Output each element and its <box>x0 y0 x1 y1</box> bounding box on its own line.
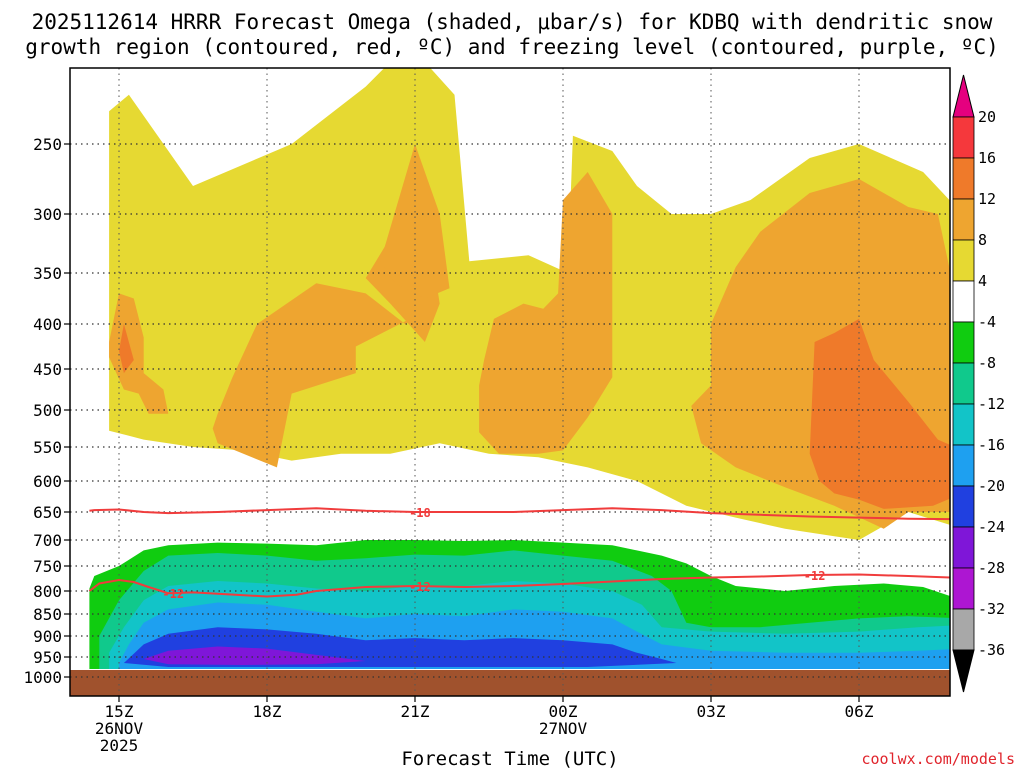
colorbar-swatch <box>952 280 975 323</box>
grid <box>70 68 950 696</box>
y-tick-label: 850 <box>33 605 62 624</box>
plot-area: -18 -12 -12 -12 <box>69 67 951 697</box>
omega-region-8-2 <box>212 144 440 468</box>
omega-shading <box>89 68 950 669</box>
colorbar-label: -24 <box>978 518 1005 536</box>
x-tick-label: 2025 <box>100 736 139 755</box>
colorbar-swatch <box>952 444 975 487</box>
colorbar-bottom-arrow <box>952 649 975 693</box>
colorbar-label: -28 <box>978 559 1005 577</box>
colorbar-swatch <box>952 239 975 282</box>
omega-region-8-1 <box>109 293 169 414</box>
x-tick-label: 03Z <box>697 702 726 721</box>
colorbar-label: -12 <box>978 395 1005 413</box>
contour-label: -18 <box>409 506 431 520</box>
y-tick-label: 300 <box>33 205 62 224</box>
colorbar-label: 4 <box>978 272 987 290</box>
omega-region-12-6 <box>119 324 134 374</box>
colorbar-swatch <box>952 567 975 610</box>
colorbar-label: -8 <box>978 354 996 372</box>
y-tick-label: 600 <box>33 472 62 491</box>
x-tick-label: 21Z <box>401 702 430 721</box>
omega-region-8-4 <box>479 172 613 454</box>
chart-title-line2: growth region (contoured, red, ºC) and f… <box>25 35 999 59</box>
x-tick-label: 27NOV <box>539 719 588 738</box>
colorbar-label: -4 <box>978 313 996 331</box>
omega-region-12-7 <box>809 318 950 509</box>
colorbar-label: -20 <box>978 477 1005 495</box>
colorbar-label: -36 <box>978 641 1005 659</box>
y-tick-label: 250 <box>33 135 62 154</box>
colorbar-label: 20 <box>978 108 996 126</box>
colorbar-label: 12 <box>978 190 996 208</box>
contour--18 <box>89 507 950 521</box>
y-tick-label: 700 <box>33 531 62 550</box>
y-tick-label: 800 <box>33 582 62 601</box>
colorbar-label: 16 <box>978 149 996 167</box>
contour--12 <box>88 573 950 598</box>
colorbar-swatch <box>952 608 975 651</box>
x-tick-label: 26NOV <box>95 719 144 738</box>
contour-lines: -18 -12 -12 -12 <box>88 506 950 601</box>
x-axis-label: Forecast Time (UTC) <box>401 748 618 768</box>
colorbar-top-arrow <box>952 74 975 118</box>
contour-label: -12 <box>409 580 431 594</box>
colorbar: 20 16 12 8 4 -4 -8 -12 -16 -20 -24 -28 -32 -36 <box>952 74 1005 693</box>
credit-text: coolwx.com/models <box>861 750 1015 768</box>
y-tick-label: 550 <box>33 438 62 457</box>
colorbar-label: 8 <box>978 231 987 249</box>
plot-frame <box>69 67 951 697</box>
y-tick-label: 900 <box>33 627 62 646</box>
omega-region--24-13 <box>143 646 366 665</box>
colorbar-swatch <box>952 403 975 446</box>
x-tick-label: 18Z <box>253 702 282 721</box>
y-tick-label: 950 <box>33 648 62 667</box>
colorbar-label: -32 <box>978 600 1005 618</box>
colorbar-swatch <box>952 321 975 364</box>
colorbar-swatch <box>952 362 975 405</box>
y-tick-label: 750 <box>33 557 62 576</box>
x-tick-label: 15Z <box>105 702 134 721</box>
y-tick-label: 350 <box>33 264 62 283</box>
colorbar-swatch <box>952 485 975 528</box>
colorbar-swatch <box>952 157 975 200</box>
omega-region-8-3 <box>380 144 450 299</box>
y-tick-label: 400 <box>33 315 62 334</box>
y-axis: 250 300 350 400 450 500 550 600 650 700 750 800 850 9… <box>23 135 70 687</box>
y-tick-label: 1000 <box>23 668 62 687</box>
colorbar-swatch <box>952 116 975 159</box>
y-tick-label: 450 <box>33 360 62 379</box>
y-tick-label: 500 <box>33 401 62 420</box>
y-tick-label: 650 <box>33 503 62 522</box>
ground-layer <box>70 670 950 696</box>
colorbar-swatch <box>952 198 975 241</box>
contour-label: -12 <box>804 569 826 583</box>
colorbar-label: -16 <box>978 436 1005 454</box>
chart-title-line1: 2025112614 HRRR Forecast Omega (shaded, … <box>32 10 993 34</box>
colorbar-swatch <box>952 526 975 569</box>
contour-label: -12 <box>162 587 184 601</box>
surface-ground <box>70 670 950 696</box>
x-tick-label: 06Z <box>845 702 874 721</box>
x-tick-label: 00Z <box>549 702 578 721</box>
